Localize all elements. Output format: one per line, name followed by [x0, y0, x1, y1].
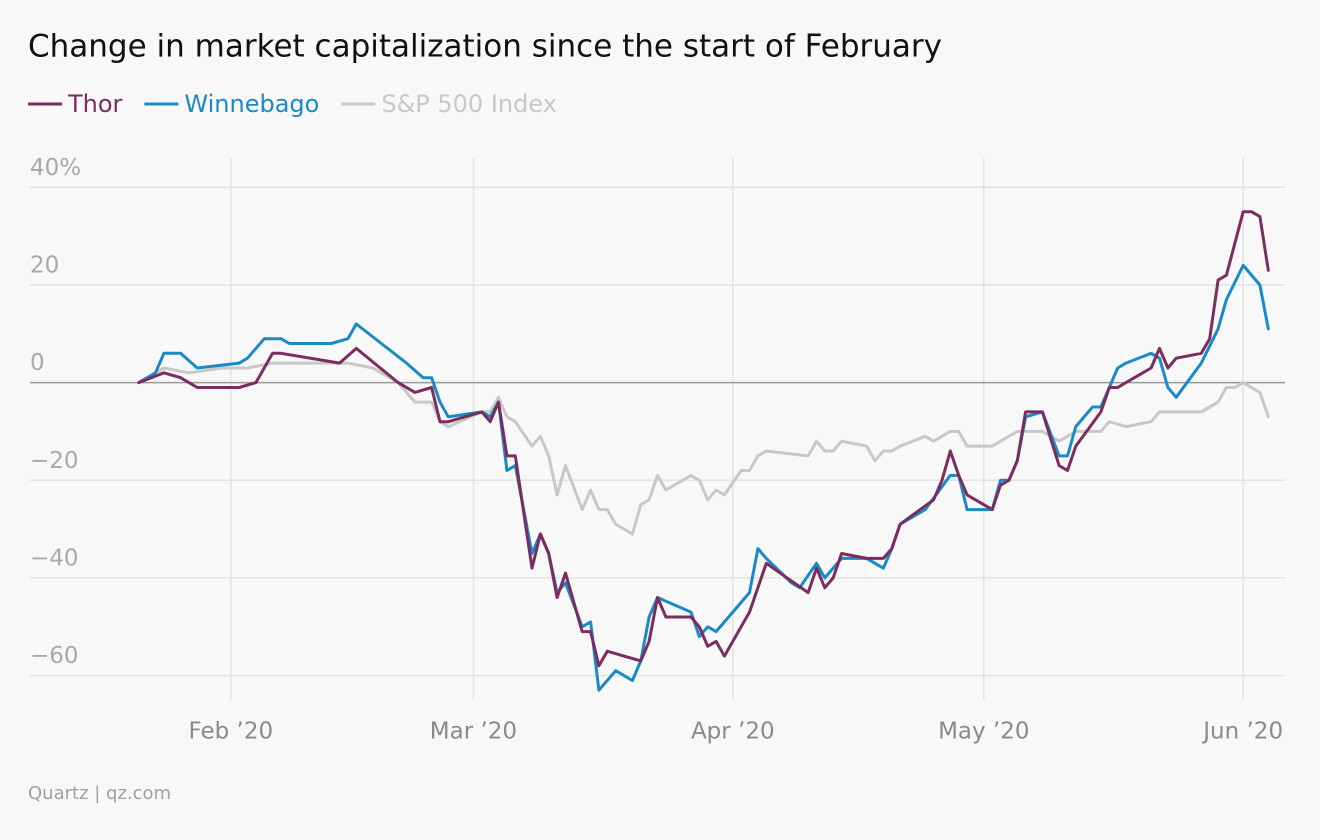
y-tick-label: −60: [30, 643, 79, 669]
x-tick-label: Mar ’20: [430, 719, 517, 745]
y-tick-label: 40%: [30, 155, 81, 181]
legend-label: S&P 500 Index: [381, 90, 557, 118]
chart-title: Change in market capitalization since th…: [28, 29, 942, 65]
series-line: [137, 210, 1270, 668]
series-line: [137, 263, 1270, 692]
y-tick-label: 20: [30, 252, 59, 278]
legend-label: Thor: [67, 90, 123, 118]
x-tick-label: Jun ’20: [1201, 719, 1283, 745]
x-tick-label: Apr ’20: [691, 719, 775, 745]
source: Quartz | qz.com: [28, 783, 171, 804]
y-tick-label: −40: [30, 545, 79, 571]
legend-label: Winnebago: [184, 90, 319, 118]
y-tick-label: −20: [30, 448, 79, 474]
y-tick-label: 0: [30, 350, 45, 376]
x-tick-label: May ’20: [938, 719, 1029, 745]
x-tick-label: Feb ’20: [188, 719, 273, 745]
